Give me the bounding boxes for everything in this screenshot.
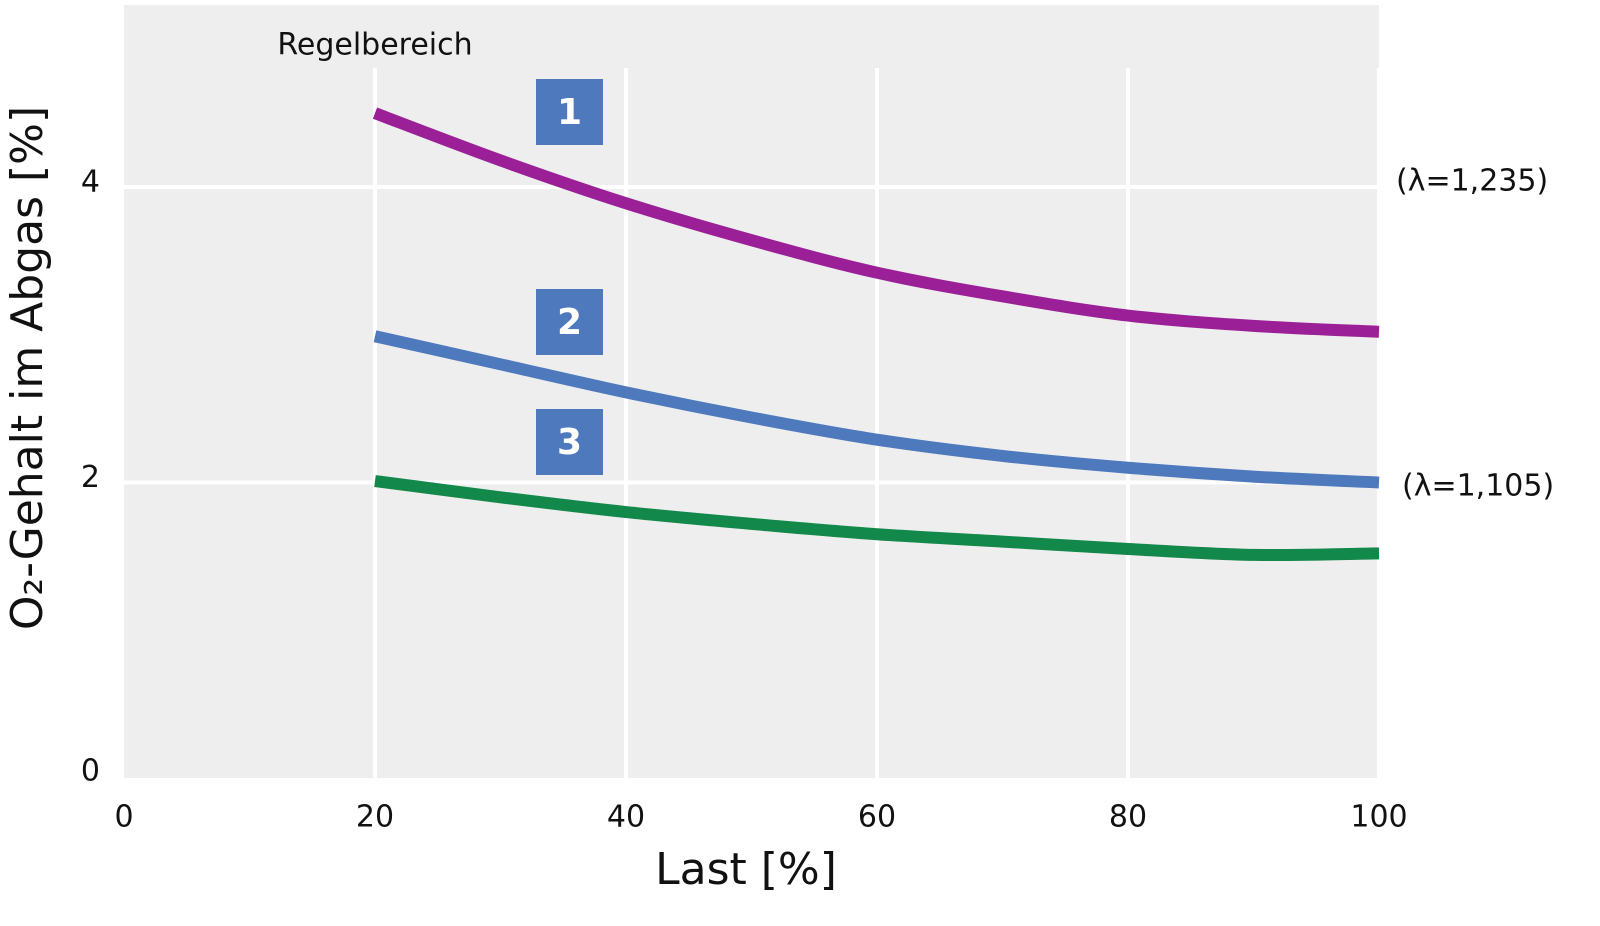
series-line bbox=[374, 475, 1380, 562]
series-name: 1 bbox=[557, 92, 582, 133]
series-name: 2 bbox=[557, 302, 582, 343]
annotation: Regelbereich bbox=[277, 28, 472, 63]
x-tick-label: 20 bbox=[356, 800, 394, 835]
annotation: (λ=1,235) bbox=[1396, 164, 1548, 199]
x-tick-label: 0 bbox=[114, 800, 133, 835]
x-tick-label: 100 bbox=[1350, 800, 1407, 835]
y-axis-label: O₂-Gehalt im Abgas [%] bbox=[2, 106, 53, 630]
x-tick-label: 60 bbox=[858, 800, 896, 835]
plot-background bbox=[124, 5, 1379, 778]
y-tick-label: 4 bbox=[81, 165, 100, 200]
x-tick-label: 80 bbox=[1109, 800, 1147, 835]
series-line bbox=[372, 107, 1380, 338]
annotation: (λ=1,105) bbox=[1402, 469, 1554, 504]
x-axis-label: Last [%] bbox=[655, 844, 837, 895]
series-badge bbox=[536, 79, 603, 145]
y-tick-label: 2 bbox=[81, 460, 100, 495]
y-tick-label: 0 bbox=[81, 754, 100, 789]
x-tick-label: 40 bbox=[607, 800, 645, 835]
series-name: 3 bbox=[557, 422, 582, 463]
series-line bbox=[373, 330, 1380, 489]
series-badge bbox=[536, 289, 603, 355]
series-badge bbox=[536, 409, 603, 475]
